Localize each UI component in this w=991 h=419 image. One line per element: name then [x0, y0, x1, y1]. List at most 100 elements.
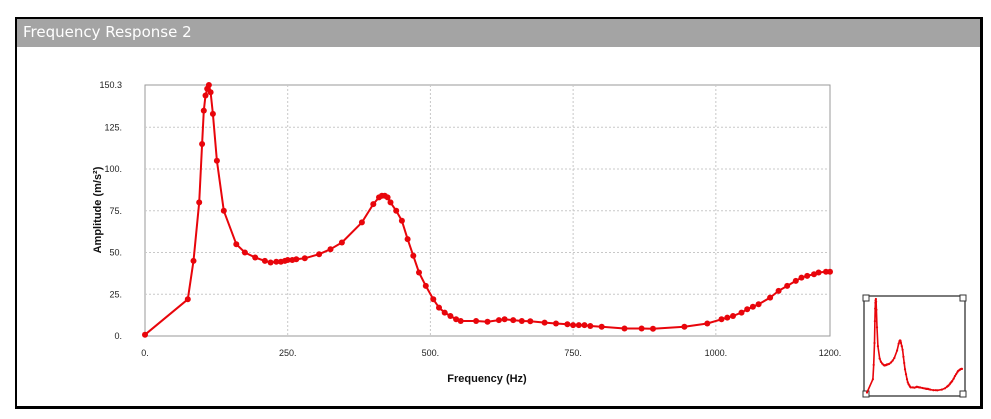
y-tick-label: 125. — [104, 122, 122, 132]
overview-point — [929, 388, 932, 391]
data-point[interactable] — [518, 318, 525, 324]
data-point[interactable] — [704, 320, 711, 327]
window-titlebar[interactable]: Frequency Response 2 — [17, 19, 980, 47]
overview-point — [960, 367, 964, 370]
data-point[interactable] — [484, 318, 491, 325]
data-point[interactable] — [730, 313, 736, 319]
overview-point — [936, 389, 939, 392]
overview-point — [919, 386, 922, 389]
data-point[interactable] — [436, 304, 442, 311]
data-point[interactable] — [724, 314, 731, 321]
data-point[interactable] — [327, 246, 334, 253]
data-point[interactable] — [553, 320, 559, 327]
data-point[interactable] — [650, 325, 656, 332]
data-point[interactable] — [441, 309, 448, 316]
data-point[interactable] — [775, 287, 782, 294]
data-point[interactable] — [755, 301, 762, 308]
data-point[interactable] — [570, 322, 577, 329]
data-point[interactable] — [358, 219, 365, 226]
data-point[interactable] — [792, 277, 799, 284]
data-point[interactable] — [798, 274, 805, 281]
data-point[interactable] — [393, 207, 400, 214]
data-point[interactable] — [398, 217, 405, 224]
y-axis-ticks: 0. 25. 50. 75. 100. 125. 150.3 — [99, 80, 122, 341]
overview-point — [901, 348, 904, 351]
data-point[interactable] — [404, 236, 411, 243]
data-point[interactable] — [501, 316, 508, 323]
data-point[interactable] — [495, 317, 502, 324]
overview-handle-bottom-left[interactable] — [862, 390, 870, 398]
data-point[interactable] — [233, 241, 240, 248]
data-point[interactable] — [384, 194, 391, 201]
data-point[interactable] — [811, 271, 817, 278]
overview-point — [874, 297, 878, 301]
data-point[interactable] — [316, 251, 323, 258]
overview-handle-top-right[interactable] — [959, 294, 967, 302]
data-point[interactable] — [681, 323, 688, 330]
data-point[interactable] — [430, 296, 437, 303]
overview-point — [906, 381, 909, 384]
data-point[interactable] — [804, 272, 811, 279]
data-point[interactable] — [541, 319, 548, 326]
overview-point — [903, 361, 906, 365]
overview-point — [903, 368, 907, 371]
data-point[interactable] — [184, 296, 191, 303]
data-point[interactable] — [738, 309, 745, 316]
data-point[interactable] — [416, 269, 422, 276]
data-point[interactable] — [621, 325, 628, 332]
overview-handle-top-left[interactable] — [862, 294, 870, 302]
data-point[interactable] — [447, 313, 454, 319]
overview-point — [955, 373, 958, 376]
data-point[interactable] — [510, 317, 517, 324]
data-point[interactable] — [767, 294, 774, 301]
data-point[interactable] — [220, 207, 227, 214]
overview-point — [900, 345, 903, 348]
data-point[interactable] — [473, 318, 480, 324]
overview-panel[interactable] — [863, 295, 966, 397]
data-point[interactable] — [581, 322, 588, 329]
data-point[interactable] — [575, 322, 582, 329]
data-point[interactable] — [190, 257, 197, 264]
data-point[interactable] — [293, 256, 300, 263]
overview-point — [932, 389, 935, 392]
data-point[interactable] — [213, 157, 220, 164]
data-point[interactable] — [252, 254, 259, 261]
data-point[interactable] — [564, 321, 571, 328]
data-point[interactable] — [453, 316, 460, 323]
data-point[interactable] — [273, 258, 280, 265]
data-point[interactable] — [207, 89, 214, 96]
data-point[interactable] — [241, 249, 248, 256]
data-point[interactable] — [422, 282, 429, 289]
data-point[interactable] — [410, 252, 417, 259]
data-point[interactable] — [196, 199, 203, 206]
overview-handle-bottom-right[interactable] — [959, 390, 967, 398]
data-point[interactable] — [200, 107, 207, 114]
data-point[interactable] — [784, 282, 791, 289]
data-point[interactable] — [815, 269, 822, 276]
data-point[interactable] — [827, 268, 833, 275]
data-point[interactable] — [205, 82, 212, 88]
data-point[interactable] — [338, 239, 345, 246]
data-point[interactable] — [301, 255, 308, 262]
overview-point — [902, 355, 905, 358]
data-point[interactable] — [718, 316, 725, 323]
data-point[interactable] — [457, 318, 464, 324]
data-point[interactable] — [202, 92, 209, 99]
data-point[interactable] — [527, 318, 534, 325]
data-point[interactable] — [587, 323, 594, 329]
data-point[interactable] — [209, 110, 216, 117]
overview-point — [940, 388, 943, 391]
data-point[interactable] — [261, 257, 268, 264]
data-point[interactable] — [267, 259, 274, 266]
data-point[interactable] — [744, 306, 751, 313]
data-point[interactable] — [142, 331, 148, 338]
x-tick-label: 750. — [564, 348, 582, 358]
data-point[interactable] — [370, 201, 377, 208]
data-point[interactable] — [638, 325, 645, 332]
data-point[interactable] — [749, 303, 756, 310]
data-point[interactable] — [284, 257, 291, 263]
data-point[interactable] — [199, 141, 206, 147]
data-point[interactable] — [387, 199, 394, 206]
data-point[interactable] — [598, 323, 605, 330]
